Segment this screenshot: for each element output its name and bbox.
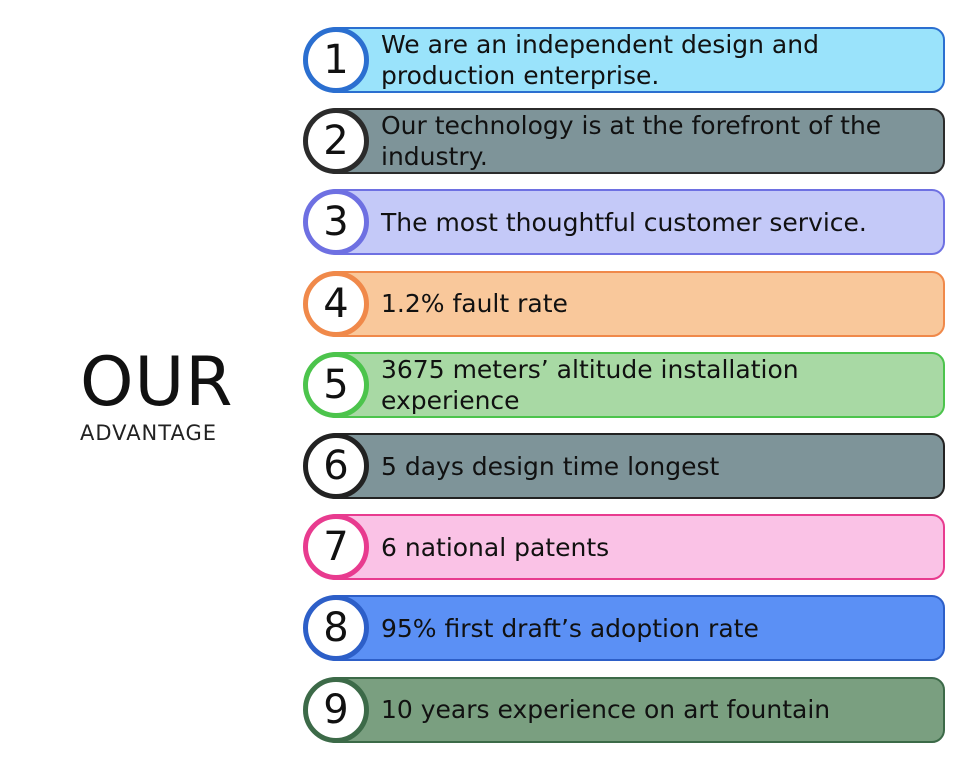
item-bar (323, 433, 945, 499)
item-text: The most thoughtful customer service. (381, 207, 867, 237)
heading-title: OUR (80, 343, 234, 422)
item-number: 6 (303, 433, 369, 499)
item-text: 10 years experience on art fountain (381, 695, 831, 725)
item-number: 2 (303, 108, 369, 175)
item-bar (323, 270, 945, 337)
item-bar (323, 595, 945, 662)
heading-subtitle: ADVANTAGE (80, 421, 217, 445)
item-number: 9 (303, 676, 369, 743)
item-text: 3675 meters’ altitude installation exper… (381, 354, 799, 415)
item-bar (323, 351, 945, 418)
item-number: 3 (303, 189, 369, 256)
advantage-item: 9 10 years experience on art fountain (303, 676, 945, 743)
advantage-item: 5 3675 meters’ altitude installation expe… (303, 351, 945, 418)
advantage-item: 8 95% first draft’s adoption rate (303, 595, 945, 662)
item-text: 95% first draft’s adoption rate (381, 613, 759, 643)
item-number: 5 (303, 351, 369, 418)
heading: OUR ADVANTAGE (80, 343, 250, 446)
advantage-item: 4 1.2% fault rate (303, 270, 945, 337)
item-text: 6 national patents (381, 532, 610, 562)
item-bar (323, 189, 945, 256)
advantage-item: 2 Our technology is at the forefront of t… (303, 108, 945, 175)
advantage-item: 6 5 days design time longest (303, 433, 945, 499)
advantage-item: 3 The most thoughtful customer service. (303, 189, 945, 256)
item-number: 8 (303, 595, 369, 662)
item-bar (323, 27, 945, 93)
item-bar (323, 514, 945, 581)
item-text: Our technology is at the forefront of th… (381, 111, 882, 172)
item-text: 1.2% fault rate (381, 289, 568, 319)
item-bar (323, 676, 945, 743)
item-text: We are an independent design and product… (381, 30, 819, 90)
item-number: 7 (303, 514, 369, 581)
advantage-item: 1 We are an independent design and produc… (303, 27, 945, 93)
item-number: 1 (303, 27, 369, 93)
advantage-item: 7 6 national patents (303, 514, 945, 581)
item-number: 4 (303, 270, 369, 337)
item-text: 5 days design time longest (381, 451, 720, 481)
